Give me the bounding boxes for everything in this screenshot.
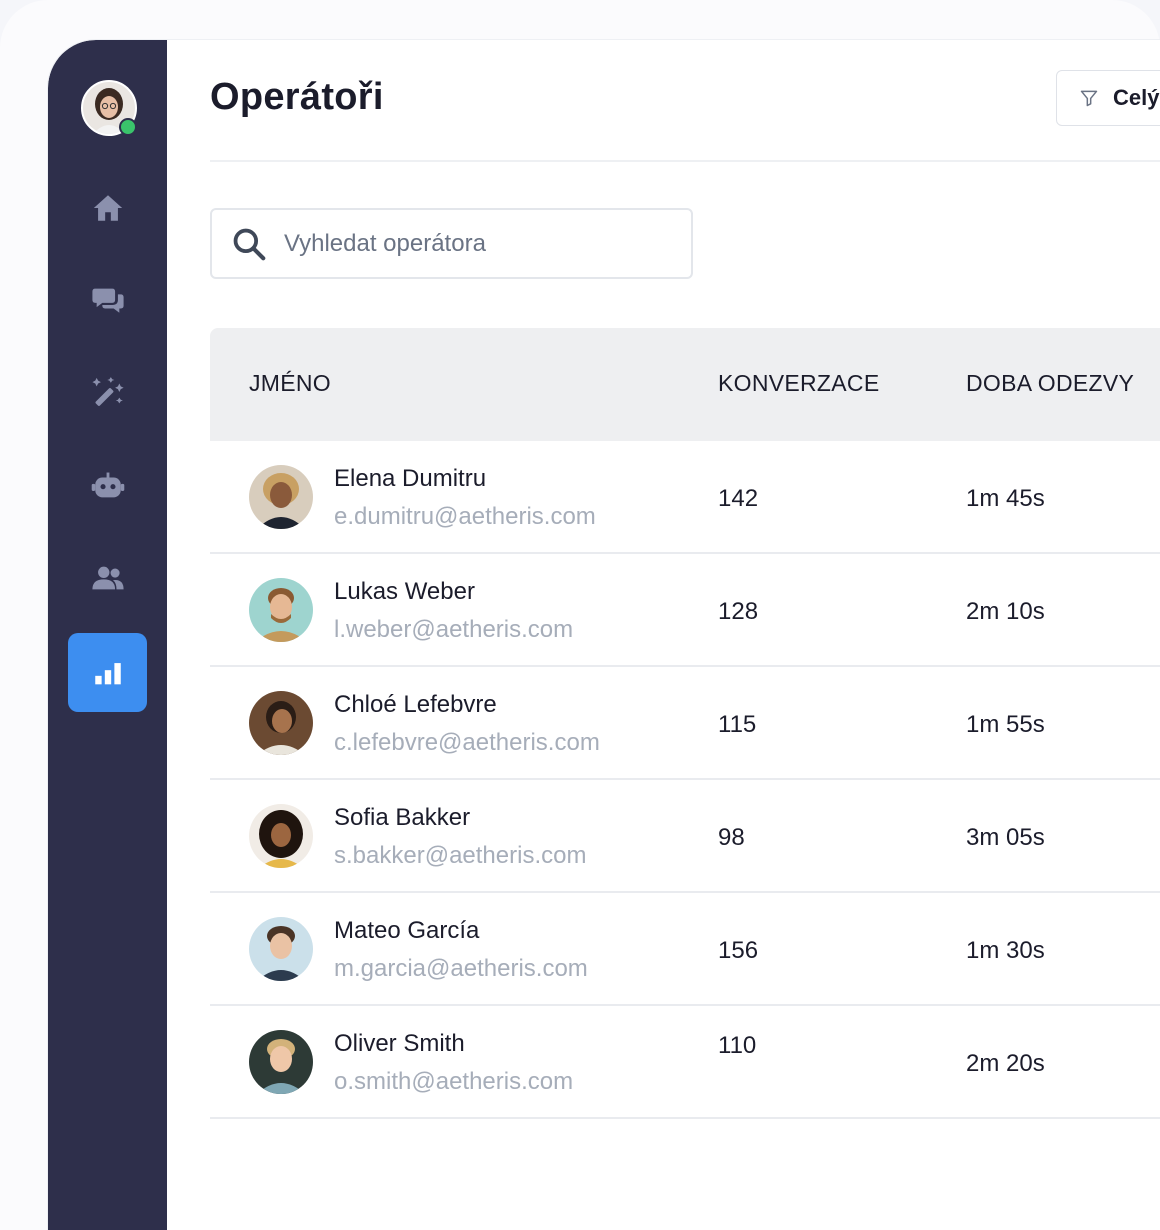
response-time: 2m 10s <box>966 598 1045 625</box>
search-input[interactable] <box>282 228 666 259</box>
column-header-response-time[interactable]: DOBA ODEZVY <box>966 370 1135 396</box>
operator-avatar <box>249 1030 313 1094</box>
conversations-count: 128 <box>718 598 759 625</box>
page-title: Operátoři <box>210 76 384 118</box>
response-time: 2m 20s <box>966 1050 1045 1077</box>
response-time: 1m 30s <box>966 937 1045 964</box>
operator-name: Mateo García <box>334 917 480 944</box>
table-row[interactable]: Chloé Lefebvre c.lefebvre@aetheris.com 1… <box>210 667 1160 780</box>
filter-label: Celý <box>1113 85 1160 110</box>
column-header-conversations[interactable]: KONVERZACE <box>718 370 880 396</box>
operators-table: JMÉNO KONVERZACE DOBA ODEZVY Elena Dumit… <box>210 328 1160 1119</box>
header-divider <box>210 160 1160 162</box>
operator-avatar <box>249 804 313 868</box>
conversations-count: 115 <box>718 711 757 738</box>
operator-email: l.weber@aetheris.com <box>334 616 574 643</box>
main-content: Operátoři Celý JMÉNO KONVERZACE DOBA ODE… <box>167 40 1160 1230</box>
operator-name: Elena Dumitru <box>334 465 487 492</box>
table-row[interactable]: Lukas Weber l.weber@aetheris.com 128 2m … <box>210 554 1160 667</box>
nav-users[interactable] <box>68 538 147 617</box>
operator-name: Sofia Bakker <box>334 804 471 831</box>
search-box[interactable] <box>210 208 693 279</box>
bot-icon <box>91 472 124 497</box>
bar-chart-icon <box>94 662 121 684</box>
operator-avatar <box>249 691 313 755</box>
operator-name: Lukas Weber <box>334 578 475 605</box>
operator-avatar <box>249 465 313 529</box>
response-time: 3m 05s <box>966 824 1045 851</box>
table-row[interactable]: Oliver Smith o.smith@aetheris.com 110 2m… <box>210 1006 1160 1119</box>
response-time: 1m 55s <box>966 711 1045 738</box>
conversations-count: 98 <box>718 824 745 851</box>
sidebar <box>48 40 167 1230</box>
operator-avatar <box>249 578 313 642</box>
operator-email: e.dumitru@aetheris.com <box>334 503 596 530</box>
magic-wand-icon <box>91 376 124 406</box>
nav-bot[interactable] <box>68 446 147 525</box>
chat-icon <box>91 288 124 313</box>
response-time: 1m 45s <box>966 485 1045 512</box>
conversations-count: 142 <box>718 485 759 512</box>
current-user-avatar[interactable] <box>81 80 137 136</box>
filter-button[interactable]: Celý <box>1056 70 1160 126</box>
nav-automation[interactable] <box>68 352 147 431</box>
operator-name: Chloé Lefebvre <box>334 691 497 718</box>
operator-name: Oliver Smith <box>334 1030 465 1057</box>
online-status-dot <box>119 118 137 136</box>
table-header: JMÉNO KONVERZACE DOBA ODEZVY <box>210 328 1160 441</box>
nav-statistics[interactable] <box>68 633 147 712</box>
nav-chat[interactable] <box>68 260 147 339</box>
table-row[interactable]: Mateo García m.garcia@aetheris.com 156 1… <box>210 893 1160 1006</box>
operator-email: m.garcia@aetheris.com <box>334 955 588 982</box>
conversations-count: 110 <box>718 1032 757 1059</box>
table-row[interactable]: Elena Dumitru e.dumitru@aetheris.com 142… <box>210 441 1160 554</box>
filter-icon <box>1080 90 1098 107</box>
operator-avatar <box>249 917 313 981</box>
home-icon <box>93 194 122 221</box>
table-row[interactable]: Sofia Bakker s.bakker@aetheris.com 98 3m… <box>210 780 1160 893</box>
operator-email: o.smith@aetheris.com <box>334 1068 574 1095</box>
search-icon <box>233 228 266 260</box>
app-window: Operátoři Celý JMÉNO KONVERZACE DOBA ODE… <box>48 40 1160 1230</box>
operator-email: s.bakker@aetheris.com <box>334 842 587 869</box>
user-photo <box>83 82 135 134</box>
nav-home[interactable] <box>68 168 147 247</box>
column-header-name[interactable]: JMÉNO <box>249 370 331 396</box>
conversations-count: 156 <box>718 937 759 964</box>
users-icon <box>91 566 124 589</box>
operator-email: c.lefebvre@aetheris.com <box>334 729 600 756</box>
